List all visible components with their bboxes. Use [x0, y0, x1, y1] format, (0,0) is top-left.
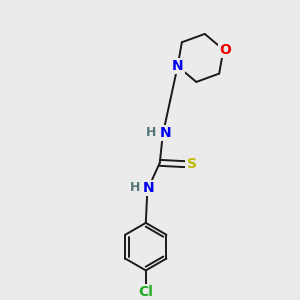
Text: O: O — [219, 43, 231, 57]
Text: H: H — [130, 181, 140, 194]
Text: S: S — [187, 157, 196, 171]
Text: N: N — [143, 181, 154, 195]
Text: N: N — [160, 126, 172, 140]
Text: H: H — [146, 126, 157, 139]
Text: Cl: Cl — [138, 285, 153, 299]
Text: N: N — [172, 59, 183, 73]
